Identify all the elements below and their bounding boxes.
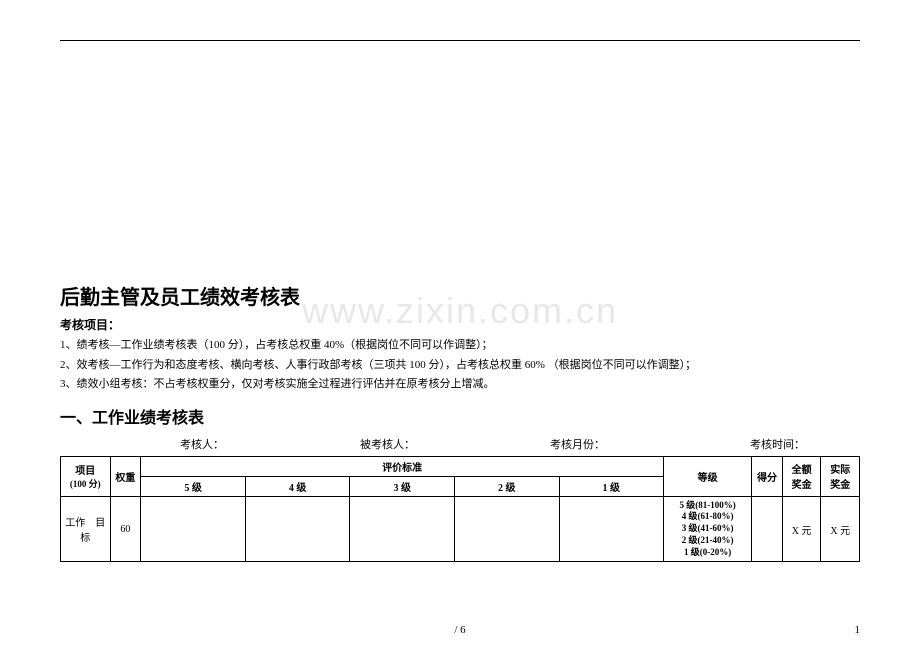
meta-assessor: 考核人：: [180, 436, 360, 452]
th-score: 得分: [752, 456, 783, 496]
cell-actual: X 元: [821, 496, 860, 561]
meta-time: 考核时间：: [750, 436, 805, 452]
subtitle: 考核项目：: [60, 316, 860, 333]
section-1-title: 一、工作业绩考核表: [60, 404, 860, 428]
cell-l4: [245, 496, 350, 561]
th-l4: 4 级: [245, 476, 350, 496]
th-l2: 2 级: [454, 476, 559, 496]
page-title: 后勤主管及员工绩效考核表: [60, 281, 860, 310]
grade-3: 3 级(41-60%): [666, 523, 749, 535]
grade-5: 5 级(81-100%): [666, 500, 749, 512]
cell-l1: [559, 496, 664, 561]
cell-weight: 60: [110, 496, 141, 561]
th-item-sub: (100 分): [65, 477, 106, 490]
th-bonus: 全额奖金: [782, 456, 821, 496]
header-divider: [60, 40, 860, 41]
performance-table: 项目 (100 分) 权重 评价标准 等级 得分 全额奖金 实际奖金 5 级 4…: [60, 456, 860, 562]
meta-row: 考核人： 被考核人： 考核月份： 考核时间：: [60, 436, 860, 452]
grade-4: 4 级(61-80%): [666, 511, 749, 523]
th-l1: 1 级: [559, 476, 664, 496]
document-content: 后勤主管及员工绩效考核表 考核项目： 1、绩考核—工作业绩考核表（100 分），…: [60, 281, 860, 562]
cell-grades: 5 级(81-100%) 4 级(61-80%) 3 级(41-60%) 2 级…: [664, 496, 752, 561]
meta-assessed: 被考核人：: [360, 436, 550, 452]
th-weight: 权重: [110, 456, 141, 496]
th-actual: 实际奖金: [821, 456, 860, 496]
th-eval: 评价标准: [141, 456, 664, 476]
cell-score: [752, 496, 783, 561]
grade-2: 2 级(21-40%): [666, 535, 749, 547]
th-grade: 等级: [664, 456, 752, 496]
meta-month: 考核月份：: [550, 436, 750, 452]
cell-l5: [141, 496, 246, 561]
footer-page-number: 1: [855, 624, 861, 636]
intro-item-3: 3、绩效小组考核：不占考核权重分，仅对考核实施全过程进行评估并在原考核分上增减。: [60, 376, 860, 394]
footer-page-total: / 6: [454, 624, 465, 636]
intro-item-2: 2、效考核—工作行为和态度考核、横向考核、人事行政部考核（三项共 100 分），…: [60, 357, 860, 375]
th-l3: 3 级: [350, 476, 455, 496]
table-row: 工作 目标 60 5 级(81-100%) 4 级(61-80%) 3 级(41…: [61, 496, 860, 561]
grade-1: 1 级(0-20%): [666, 547, 749, 559]
cell-l3: [350, 496, 455, 561]
cell-bonus: X 元: [782, 496, 821, 561]
cell-l2: [454, 496, 559, 561]
th-item: 项目: [65, 462, 106, 477]
th-l5: 5 级: [141, 476, 246, 496]
intro-item-1: 1、绩考核—工作业绩考核表（100 分），占考核总权重 40%（根据岗位不同可以…: [60, 337, 860, 355]
cell-item: 工作 目标: [61, 496, 111, 561]
page-footer: / 6 1: [0, 624, 920, 636]
